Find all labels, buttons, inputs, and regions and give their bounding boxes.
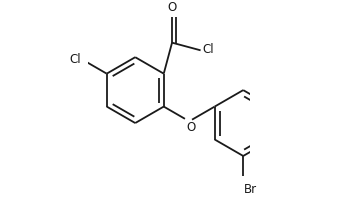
Text: Br: Br <box>244 183 257 196</box>
Text: Cl: Cl <box>202 43 214 56</box>
Text: Cl: Cl <box>69 53 80 66</box>
Text: O: O <box>187 121 196 134</box>
Text: O: O <box>167 1 177 14</box>
